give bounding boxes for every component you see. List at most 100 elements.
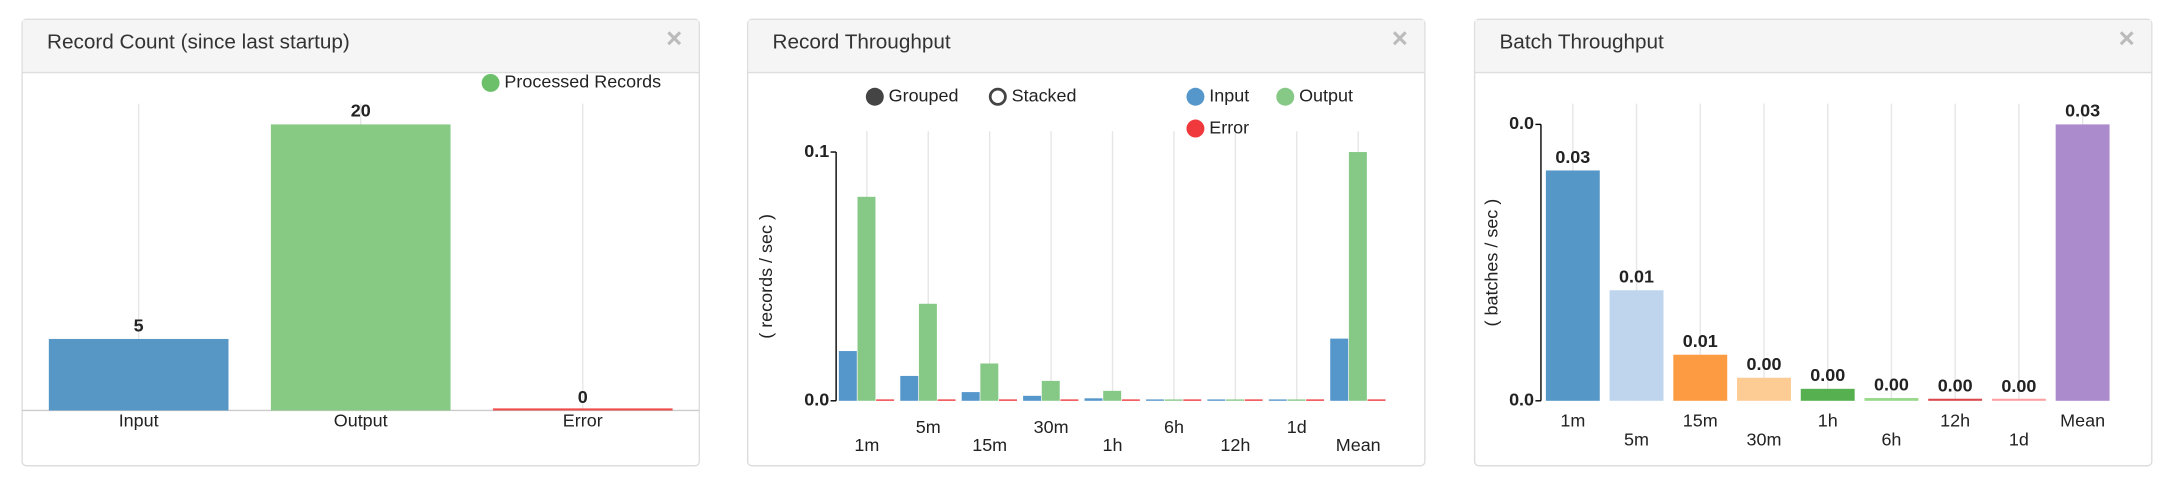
bar <box>1183 399 1202 401</box>
radio-label[interactable]: Grouped <box>889 86 959 106</box>
close-button[interactable]: × <box>1392 22 1408 53</box>
panel-header <box>1475 20 2152 73</box>
bar <box>1268 399 1287 401</box>
close-button[interactable]: × <box>666 22 682 53</box>
x-tick-label: 12h <box>1220 435 1250 455</box>
bar <box>1041 380 1060 401</box>
value-label: 0.00 <box>1810 365 1845 385</box>
value-label: 0.01 <box>1619 267 1654 287</box>
x-tick-label: 15m <box>1683 410 1718 430</box>
x-tick-label: Mean <box>1336 435 1381 455</box>
bar <box>999 399 1017 401</box>
y-tick-label: 0.1 <box>804 141 829 161</box>
legend-marker[interactable] <box>1186 119 1205 138</box>
bar <box>1545 170 1600 401</box>
x-tick-label: 1h <box>1818 410 1838 430</box>
bar <box>1226 399 1245 401</box>
bar <box>270 124 451 411</box>
bar <box>1609 290 1664 401</box>
bar <box>1164 399 1183 401</box>
value-label: 0.00 <box>1874 374 1909 394</box>
x-tick-label: 5m <box>1624 430 1649 450</box>
x-tick-label: Input <box>119 410 159 430</box>
value-label: 5 <box>134 315 144 335</box>
y-tick-label: 0.0 <box>1509 113 1534 133</box>
bar <box>980 363 999 401</box>
bar <box>838 351 857 401</box>
x-tick-label: 1m <box>1560 410 1585 430</box>
bar <box>48 338 229 411</box>
bar <box>1060 399 1079 401</box>
bar <box>1084 398 1103 401</box>
panel-title: Record Throughput <box>773 30 951 53</box>
x-tick-label: 12h <box>1940 410 1970 430</box>
legend-label[interactable]: Error <box>1209 117 1249 137</box>
bar <box>492 408 673 411</box>
panel-title: Record Count (since last startup) <box>47 30 350 53</box>
x-tick-label: 15m <box>972 435 1007 455</box>
bar <box>1330 338 1349 401</box>
x-tick-label: Output <box>334 410 388 430</box>
x-tick-label: 30m <box>1034 417 1069 437</box>
x-tick-label: 6h <box>1881 430 1901 450</box>
y-tick-label: 0.0 <box>804 390 829 410</box>
legend-label[interactable]: Processed Records <box>504 72 661 92</box>
bar <box>2055 124 2110 401</box>
bar <box>937 399 956 401</box>
bar <box>876 399 895 401</box>
bar <box>1121 399 1140 401</box>
close-button[interactable]: × <box>2119 22 2135 53</box>
bar <box>1207 399 1226 401</box>
value-label: 0.03 <box>2065 101 2100 121</box>
bar <box>1800 388 1855 401</box>
bar <box>1673 354 1728 401</box>
value-label: 0 <box>578 387 588 407</box>
panel-header <box>22 20 699 73</box>
x-tick-label: 30m <box>1747 430 1782 450</box>
value-label: 0.01 <box>1683 331 1718 351</box>
value-label: 0.03 <box>1555 147 1590 167</box>
bar <box>1928 398 1983 401</box>
x-tick-label: 1h <box>1103 435 1123 455</box>
bar <box>1737 377 1791 401</box>
legend-marker[interactable] <box>481 73 500 92</box>
panel-title: Batch Throughput <box>1499 30 1664 53</box>
y-axis-title: ( batches / sec ) <box>1481 199 1501 327</box>
y-tick-label: 0.0 <box>1509 390 1534 410</box>
bar <box>1287 399 1306 401</box>
value-label: 20 <box>351 101 371 121</box>
legend-marker[interactable] <box>1186 87 1205 106</box>
radio-label[interactable]: Stacked <box>1012 86 1077 106</box>
bar <box>900 375 919 401</box>
legend-label[interactable]: Input <box>1209 86 1249 106</box>
bar <box>1023 395 1042 401</box>
radio-button[interactable] <box>865 87 884 106</box>
panel-header <box>748 20 1425 73</box>
x-tick-label: Error <box>563 410 603 430</box>
bar <box>1348 152 1367 401</box>
x-tick-label: 6h <box>1164 417 1184 437</box>
value-label: 0.00 <box>1747 354 1782 374</box>
legend-marker[interactable] <box>1276 87 1295 106</box>
bar <box>1103 390 1122 401</box>
value-label: 0.00 <box>1938 375 1973 395</box>
x-tick-label: 5m <box>916 417 941 437</box>
x-tick-label: 1d <box>2009 430 2029 450</box>
value-label: 0.00 <box>2001 376 2036 396</box>
bar <box>1864 398 1919 401</box>
bar <box>1991 398 2046 401</box>
x-tick-label: 1d <box>1287 417 1307 437</box>
bar <box>1244 399 1263 401</box>
x-tick-label: Mean <box>2060 410 2105 430</box>
bar <box>1306 399 1325 401</box>
bar <box>857 196 876 401</box>
radio-button[interactable] <box>988 87 1007 106</box>
legend-label[interactable]: Output <box>1299 86 1353 106</box>
bar <box>961 392 980 401</box>
bar <box>918 303 937 401</box>
y-axis-title: ( records / sec ) <box>756 214 776 339</box>
panel <box>746 18 1426 467</box>
x-tick-label: 1m <box>854 435 879 455</box>
